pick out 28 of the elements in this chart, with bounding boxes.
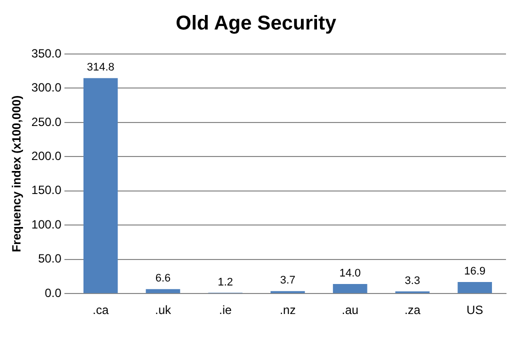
bar — [332, 284, 368, 294]
bar — [83, 78, 118, 294]
x-tick-label: .za — [404, 303, 421, 318]
y-axis-title: Frequency index (x100,000) — [10, 95, 24, 252]
x-tick-label: US — [466, 303, 484, 318]
bar — [458, 282, 492, 294]
data-label: 314.8 — [86, 62, 114, 74]
y-tick-label: 350.0 — [31, 46, 62, 60]
data-label: 16.9 — [464, 266, 486, 278]
y-tick-label: 150.0 — [31, 183, 62, 198]
data-label: 6.6 — [155, 272, 171, 285]
data-label: 1.2 — [218, 276, 233, 288]
y-tick-label: 200.0 — [31, 149, 62, 163]
y-tick-label: 50.0 — [38, 252, 62, 266]
x-tick-label: .nz — [280, 303, 296, 318]
bar — [146, 289, 180, 294]
data-label: 14.0 — [339, 268, 361, 280]
x-tick-label: .uk — [154, 303, 172, 318]
data-label: 3.3 — [404, 274, 420, 287]
x-tick-label: .ie — [219, 303, 232, 318]
y-tick-label: 0.0 — [44, 286, 62, 300]
chart-title: Old Age Security — [176, 12, 338, 35]
x-tick-label: .au — [342, 303, 358, 318]
y-tick-label: 250.0 — [31, 114, 62, 129]
y-tick-label: 100.0 — [31, 217, 62, 232]
data-label: 3.7 — [280, 274, 296, 287]
x-tick-label: .ca — [92, 303, 109, 318]
y-tick-label: 300.0 — [31, 80, 62, 95]
